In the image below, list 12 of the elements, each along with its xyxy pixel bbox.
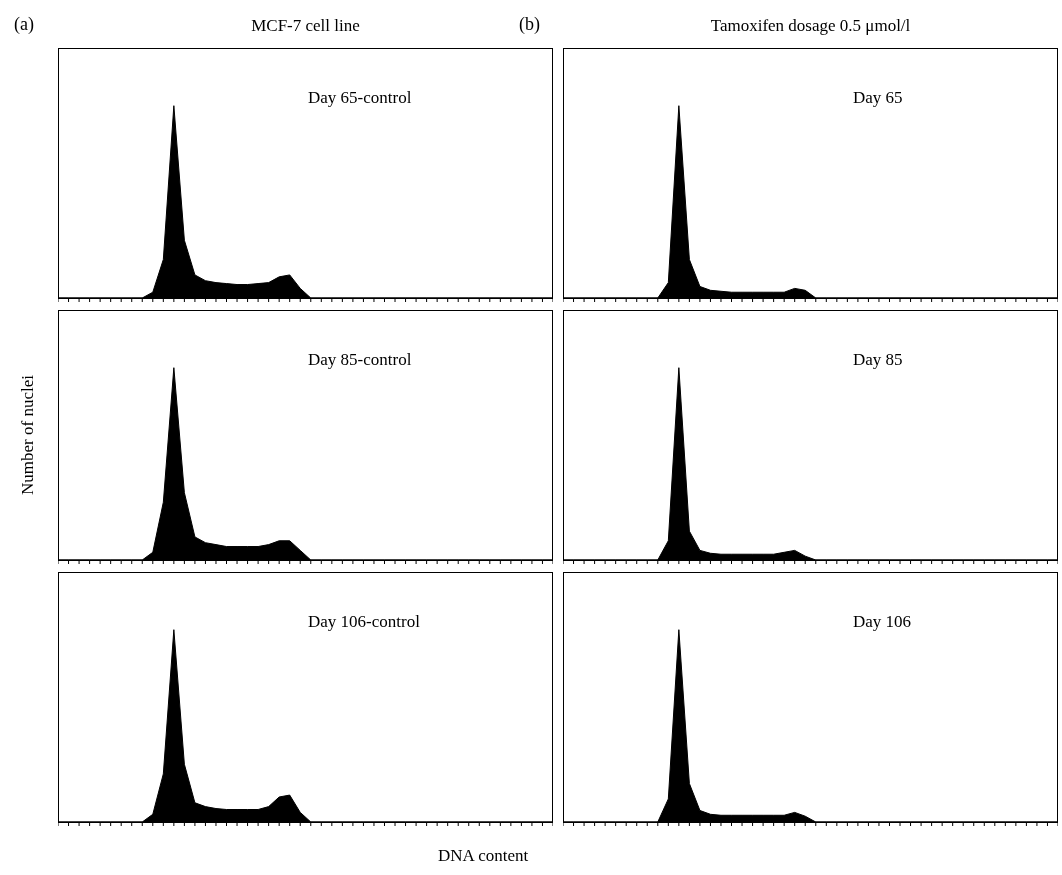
chart-subtitle: Day 85 [853, 350, 903, 370]
text: (a) [14, 14, 34, 35]
x-axis-title: DNA content [438, 846, 529, 866]
chart-title: Tamoxifen dosage 0.5 μmol/l [709, 16, 912, 36]
chart-subtitle: Day 65 [853, 88, 903, 108]
chart-title: MCF-7 cell line [251, 16, 360, 35]
chart-subtitle: Day 106 [853, 612, 912, 632]
chart-subtitle: Day 65-control [308, 88, 412, 108]
chart-subtitle: Day 85-control [308, 350, 412, 370]
text: (b) [519, 14, 540, 35]
y-axis-title: Number of nuclei [18, 375, 38, 495]
chart-subtitle: Day 106-control [308, 612, 420, 632]
